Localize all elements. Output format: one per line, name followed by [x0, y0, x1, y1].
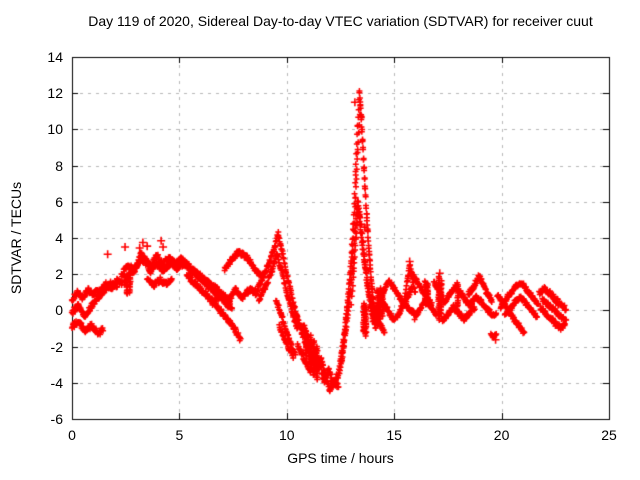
y-tick-label: -6 [50, 411, 63, 427]
x-tick-label: 5 [175, 427, 184, 443]
y-tick-label: 4 [55, 230, 63, 246]
x-tick-label: 0 [68, 427, 76, 443]
chart-title: Day 119 of 2020, Sidereal Day-to-day VTE… [88, 13, 593, 29]
x-tick-label: 15 [386, 427, 402, 443]
y-tick-label: 14 [47, 49, 63, 65]
x-tick-label: 25 [601, 427, 617, 443]
x-axis-label: GPS time / hours [287, 450, 394, 466]
y-tick-label: 12 [47, 85, 63, 102]
y-tick-label: -4 [50, 374, 63, 391]
y-tick-label: 10 [47, 121, 63, 138]
x-tick-label: 20 [493, 427, 510, 443]
y-tick-label: 2 [55, 266, 63, 283]
x-tick-label: 10 [279, 427, 295, 443]
y-tick-label: 0 [55, 302, 63, 319]
y-tick-label: 8 [55, 157, 63, 174]
y-tick-label: 6 [55, 193, 63, 210]
y-tick-label: -2 [50, 338, 63, 355]
